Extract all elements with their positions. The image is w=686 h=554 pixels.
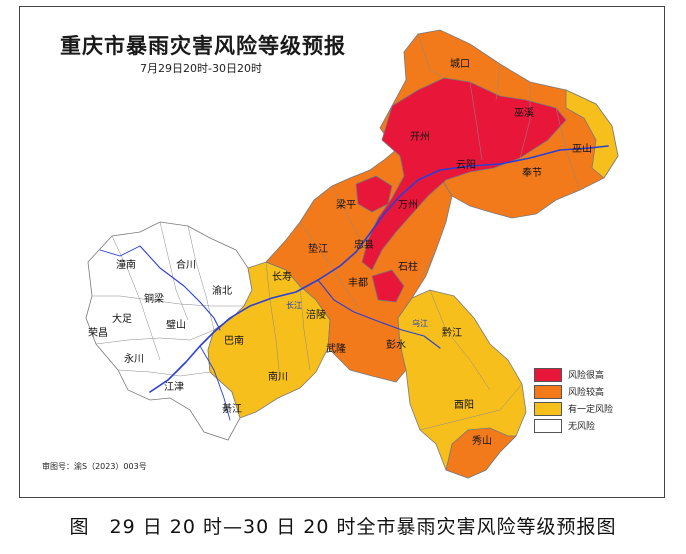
wujiang-river — [317, 279, 441, 349]
region-wanzhou-veryhigh — [355, 175, 393, 213]
legend-label: 风险较高 — [568, 388, 605, 398]
fujiang-river — [99, 245, 141, 257]
place-label: 彭水 — [386, 340, 406, 351]
legend-label: 有一定风险 — [568, 405, 614, 415]
legend-swatch — [534, 401, 562, 416]
place-label: 綦江 — [222, 404, 242, 415]
place-label: 秀山 — [472, 436, 492, 447]
place-label: 铜梁 — [144, 294, 164, 305]
place-label: 潼南 — [116, 260, 136, 271]
legend-row-high: 风险较高 — [534, 383, 644, 400]
map-subtitle: 7月29日20时-30日20时 — [140, 62, 262, 75]
place-label: 涪陵 — [306, 310, 326, 321]
river-label: 长江 — [286, 301, 302, 310]
jialing-river — [139, 245, 221, 331]
place-label: 忠县 — [354, 240, 374, 251]
place-label: 巴南 — [224, 336, 244, 347]
place-label: 巫山 — [572, 144, 592, 155]
place-label: 南川 — [268, 372, 288, 383]
place-label: 垫江 — [308, 244, 328, 255]
legend-row-some: 有一定风险 — [534, 400, 644, 417]
place-label: 丰都 — [348, 278, 368, 289]
region-wushan-some — [565, 89, 619, 179]
place-label: 大足 — [112, 314, 132, 325]
yangtze-river — [149, 145, 609, 393]
place-label: 云阳 — [456, 160, 476, 171]
place-label: 酉阳 — [454, 400, 474, 411]
place-label: 奉节 — [522, 168, 542, 179]
place-label: 璧山 — [166, 320, 186, 331]
place-label: 武隆 — [326, 344, 346, 355]
legend-row-very-high: 风险很高 — [534, 366, 644, 383]
rivers — [99, 145, 609, 421]
place-label: 石柱 — [398, 262, 418, 273]
place-label: 渝北 — [212, 286, 232, 297]
place-label: 梁平 — [336, 200, 356, 211]
place-label: 合川 — [176, 260, 196, 271]
place-label: 长寿 — [272, 272, 292, 283]
place-label: 城口 — [450, 59, 470, 70]
figure-caption: 图 29 日 20 时—30 日 20 时全市暴雨灾害风险等级预报图 — [69, 516, 617, 538]
place-label: 江津 — [164, 382, 184, 393]
place-label: 荣昌 — [88, 328, 108, 339]
legend-swatch — [534, 367, 562, 382]
place-label: 开州 — [410, 132, 430, 143]
region-core-veryhigh — [361, 77, 567, 271]
place-label: 黔江 — [442, 328, 462, 339]
region-xiushan-high — [445, 427, 517, 479]
river-label: 乌江 — [412, 319, 428, 328]
legend: 风险很高 风险较高 有一定风险 无风险 — [534, 366, 644, 434]
place-label: 万州 — [398, 200, 418, 211]
approval-number: 审图号：渝S（2023）003号 — [42, 462, 147, 471]
legend-label: 风险很高 — [568, 371, 605, 381]
map-title: 重庆市暴雨灾害风险等级预报 — [60, 34, 346, 58]
place-label: 巫溪 — [514, 108, 534, 119]
qijiang-river — [199, 345, 231, 421]
place-label: 永川 — [124, 354, 144, 365]
region-fengdu-veryhigh — [371, 269, 405, 303]
legend-swatch — [534, 418, 562, 433]
legend-row-none: 无风险 — [534, 417, 644, 434]
legend-label: 无风险 — [568, 422, 596, 432]
legend-swatch — [534, 384, 562, 399]
